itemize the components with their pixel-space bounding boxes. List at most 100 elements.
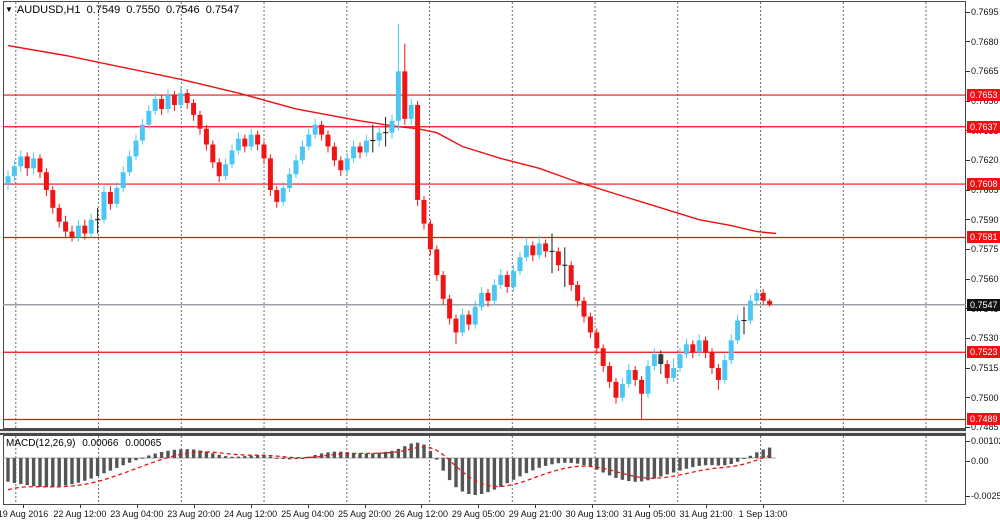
candle-body — [600, 348, 606, 367]
macd-histogram-bar — [19, 458, 23, 485]
candle-body — [722, 360, 728, 380]
candle-body — [523, 245, 529, 258]
macd-histogram-bar — [383, 451, 388, 458]
candle-body — [312, 124, 318, 135]
macd-histogram-bar — [294, 458, 298, 460]
time-axis-tick — [478, 505, 480, 508]
candle-body — [747, 300, 753, 321]
macd-axis-tick — [966, 440, 970, 442]
time-axis-label: 22 Aug 12:00 — [53, 509, 107, 519]
level-price-badge: 0.7523 — [967, 346, 1000, 359]
time-axis-label: 25 Aug 20:00 — [337, 509, 392, 519]
time-axis-label: 29 Aug 21:00 — [508, 509, 562, 519]
candle-body — [287, 174, 293, 189]
macd-histogram-bar — [671, 458, 676, 473]
open-value: 0.7549 — [86, 4, 121, 16]
candle-body — [223, 164, 229, 177]
candle-body — [639, 379, 645, 394]
time-axis-tick — [307, 505, 309, 508]
candle-body — [479, 292, 485, 307]
price-axis-tick — [966, 41, 970, 43]
macd-histogram-bar — [268, 456, 273, 458]
candle-body — [261, 144, 267, 159]
macd-histogram-bar — [627, 458, 631, 482]
time-axis-label: 23 Aug 20:00 — [167, 509, 221, 519]
candle-body — [485, 292, 491, 301]
macd-histogram-bar — [697, 458, 701, 466]
candle-body — [408, 104, 414, 119]
macd-histogram-bar — [134, 458, 138, 461]
macd-histogram-bar — [614, 458, 618, 478]
candle-body — [645, 366, 651, 394]
macd-histogram-bar — [556, 458, 561, 464]
level-price-badge: 0.7489 — [967, 413, 1000, 426]
candle-body — [677, 354, 683, 369]
time-axis-tick — [193, 505, 195, 508]
price-axis-label: 0.7620 — [971, 155, 999, 166]
macd-histogram-bar — [409, 443, 413, 458]
candle-body — [325, 134, 331, 147]
macd-histogram-bar — [447, 458, 452, 481]
macd-histogram-bar — [102, 458, 106, 474]
candle-body — [664, 364, 670, 378]
chart-ohlc-header: ▼ AUDUSD,H1 0.7549 0.7550 0.7546 0.7547 — [5, 4, 242, 16]
macd-histogram-bar — [441, 458, 445, 471]
macd-histogram-bar — [659, 458, 663, 477]
macd-histogram-bar — [339, 451, 343, 458]
candle-body — [101, 191, 107, 220]
macd-histogram-bar — [358, 453, 362, 458]
candle-body — [427, 223, 433, 250]
candle-body — [402, 71, 408, 119]
macd-histogram-bar — [601, 458, 605, 473]
macd-histogram-bar — [313, 454, 317, 458]
candle-body — [735, 320, 741, 341]
macd-histogram-bar — [95, 458, 100, 477]
macd-indicator-label: MACD(12,26,9) — [6, 438, 76, 449]
macd-histogram-bar — [390, 450, 394, 458]
macd-chart-canvas[interactable] — [0, 435, 966, 505]
macd-histogram-bar — [729, 458, 733, 465]
candle-body — [626, 370, 632, 384]
macd-histogram-bar — [710, 458, 714, 466]
candle-body — [671, 368, 677, 378]
price-axis-label: 0.7680 — [971, 36, 999, 47]
macd-histogram-bar — [511, 458, 516, 480]
candle-body — [389, 120, 395, 133]
time-axis-label: 26 Aug 12:00 — [394, 509, 448, 519]
macd-histogram-bar — [761, 449, 765, 458]
macd-histogram-bar — [127, 458, 132, 463]
macd-signal-value: 0.00065 — [125, 438, 162, 449]
macd-histogram-bar — [646, 458, 650, 481]
macd-histogram-bar — [307, 456, 311, 458]
price-axis-tick — [966, 367, 970, 369]
macd-histogram-bar — [166, 450, 170, 458]
macd-signal-line — [7, 446, 770, 491]
macd-histogram-bar — [607, 458, 612, 476]
price-axis-tick — [966, 397, 970, 399]
price-chart-canvas[interactable] — [0, 0, 966, 429]
candle-body — [107, 191, 113, 204]
price-axis-label: 0.7590 — [971, 214, 999, 225]
macd-histogram-bar — [575, 458, 580, 464]
time-axis-tick — [136, 505, 138, 508]
macd-histogram-bar — [428, 450, 433, 458]
candle-body — [415, 104, 421, 200]
macd-histogram-bar — [415, 442, 420, 458]
price-axis-label: 0.7500 — [971, 392, 999, 403]
macd-histogram-bar — [25, 458, 29, 486]
candle-body — [363, 140, 369, 153]
candle-body — [575, 284, 581, 301]
macd-histogram-bar — [223, 456, 228, 458]
bid-price-badge: 0.7547 — [967, 298, 1000, 311]
time-axis-label: 31 Aug 21:00 — [679, 509, 733, 519]
pane-resize-handle[interactable] — [0, 429, 966, 435]
candle-body — [191, 102, 197, 115]
candle-body — [146, 110, 152, 125]
time-axis-tick — [762, 505, 764, 508]
candle-body — [344, 158, 350, 171]
macd-histogram-bar — [582, 458, 586, 466]
candle-body — [728, 340, 734, 361]
macd-histogram-bar — [684, 458, 689, 469]
chevron-down-icon[interactable]: ▼ — [5, 5, 13, 14]
